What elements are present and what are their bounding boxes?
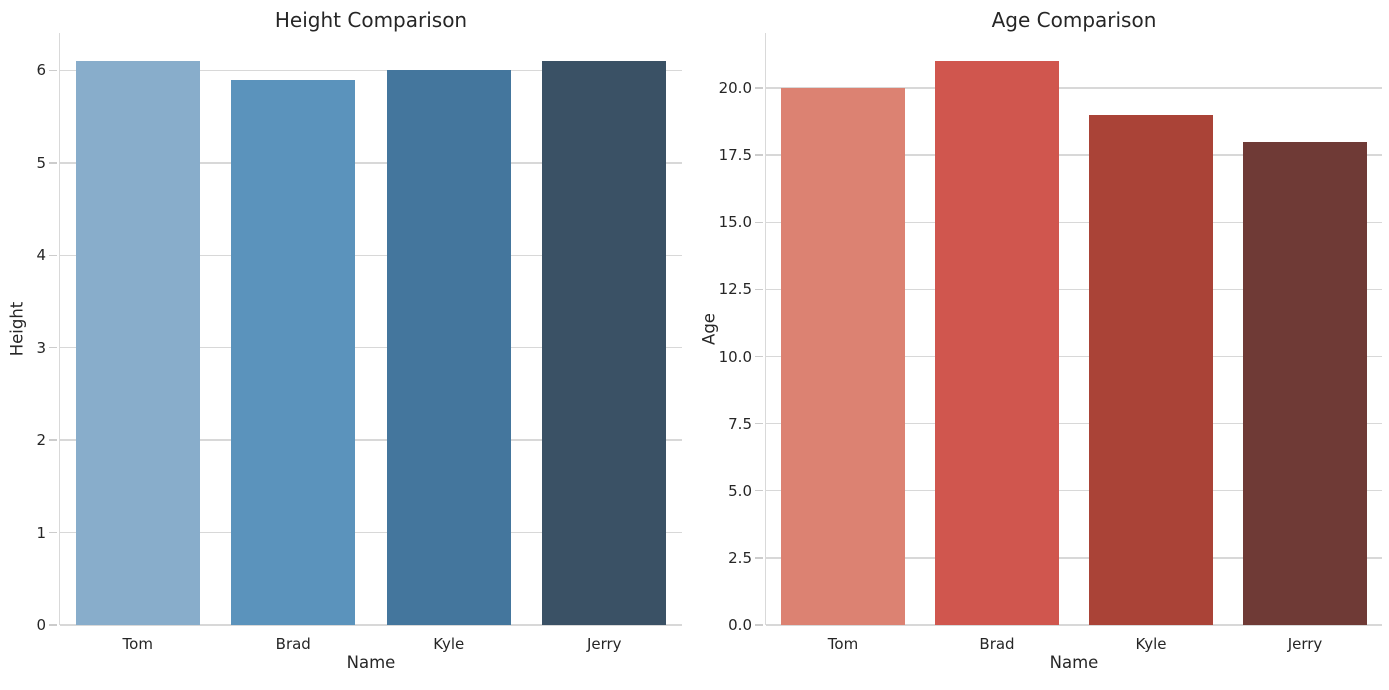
bar-brad — [935, 61, 1059, 625]
y-tick-mark — [755, 221, 763, 223]
y-gridline — [766, 221, 1382, 223]
y-tick-mark — [755, 490, 763, 492]
y-tick-label: 2 — [36, 431, 46, 450]
left-axis-spine — [59, 33, 61, 625]
y-tick-label: 7.5 — [728, 414, 752, 433]
y-tick-mark — [49, 162, 57, 164]
y-axis-label: Age — [699, 313, 719, 345]
y-gridline — [766, 490, 1382, 492]
y-tick-mark — [49, 439, 57, 441]
bar-tom — [75, 61, 200, 625]
age-comparison-chart: Age Comparison Age 0.0 2.5 5.0 7.5 10.0 12.5 1… — [694, 0, 1389, 690]
y-tick-mark — [755, 288, 763, 291]
y-tick-mark — [755, 422, 763, 425]
y-tick-label: 12.5 — [718, 280, 752, 299]
x-tick-label: Tom — [122, 635, 153, 653]
y-tick-label: 17.5 — [718, 146, 752, 165]
y-tick-label: 10.0 — [718, 347, 752, 366]
left-axis-spine — [765, 33, 767, 625]
height-comparison-chart: Height Comparison Height 0 1 2 3 4 5 6 Tom Brad K… — [0, 0, 694, 690]
x-tick-label: Jerry — [586, 635, 622, 653]
y-tick-mark — [755, 154, 763, 156]
x-axis-label: Name — [1049, 653, 1099, 672]
bar-brad — [231, 79, 356, 625]
y-gridline — [766, 422, 1382, 425]
y-tick-mark — [755, 557, 763, 559]
bar-jerry — [542, 61, 667, 625]
x-tick-label: Kyle — [433, 635, 465, 653]
y-gridline — [60, 624, 682, 626]
y-tick-label: 2.5 — [728, 548, 752, 567]
y-tick-mark — [755, 355, 763, 358]
y-tick-label: 5 — [36, 153, 46, 172]
x-tick-label: Brad — [979, 635, 1015, 653]
y-tick-mark — [49, 254, 57, 256]
y-gridline — [766, 154, 1382, 156]
y-gridline — [766, 87, 1382, 89]
bar-jerry — [1243, 141, 1367, 625]
bar-tom — [781, 88, 905, 625]
y-tick-label: 1 — [36, 523, 46, 542]
bar-kyle — [1089, 114, 1213, 625]
y-gridline — [766, 557, 1382, 559]
x-axis-label: Name — [346, 653, 396, 672]
y-tick-label: 6 — [36, 61, 46, 80]
x-tick-label: Tom — [827, 635, 859, 653]
y-tick-mark — [755, 624, 763, 626]
y-tick-label: 15.0 — [718, 213, 752, 232]
y-tick-label: 0 — [36, 616, 46, 634]
y-tick-label: 3 — [36, 338, 46, 357]
x-tick-label: Kyle — [1135, 635, 1167, 653]
y-tick-label: 0.0 — [728, 616, 752, 634]
plot-area: 0.0 2.5 5.0 7.5 10.0 12.5 15.0 17.5 20.0 Tom Brad K… — [719, 33, 1382, 653]
y-tick-label: 4 — [36, 246, 46, 265]
y-gridline — [60, 254, 682, 256]
y-gridline — [60, 531, 682, 534]
chart-title: Height Comparison — [274, 8, 468, 32]
y-tick-mark — [755, 87, 763, 89]
x-tick-label: Brad — [275, 635, 311, 653]
y-gridline — [60, 347, 682, 349]
y-tick-label: 5.0 — [728, 481, 752, 500]
y-gridline — [60, 162, 682, 164]
x-tick-label: Jerry — [1287, 635, 1323, 653]
y-tick-mark — [49, 69, 57, 72]
y-gridline — [766, 355, 1382, 358]
chart-title: Age Comparison — [991, 8, 1157, 32]
bar-kyle — [386, 70, 511, 625]
y-gridline — [766, 288, 1382, 291]
y-gridline — [60, 69, 682, 72]
y-tick-mark — [49, 531, 57, 534]
y-gridline — [60, 439, 682, 441]
y-tick-mark — [49, 347, 57, 349]
y-gridline — [766, 624, 1382, 626]
y-tick-label: 20.0 — [718, 79, 752, 98]
y-tick-mark — [49, 624, 57, 626]
plot-area: 0 1 2 3 4 5 6 Tom Brad Kyle Jerry — [36, 33, 682, 653]
